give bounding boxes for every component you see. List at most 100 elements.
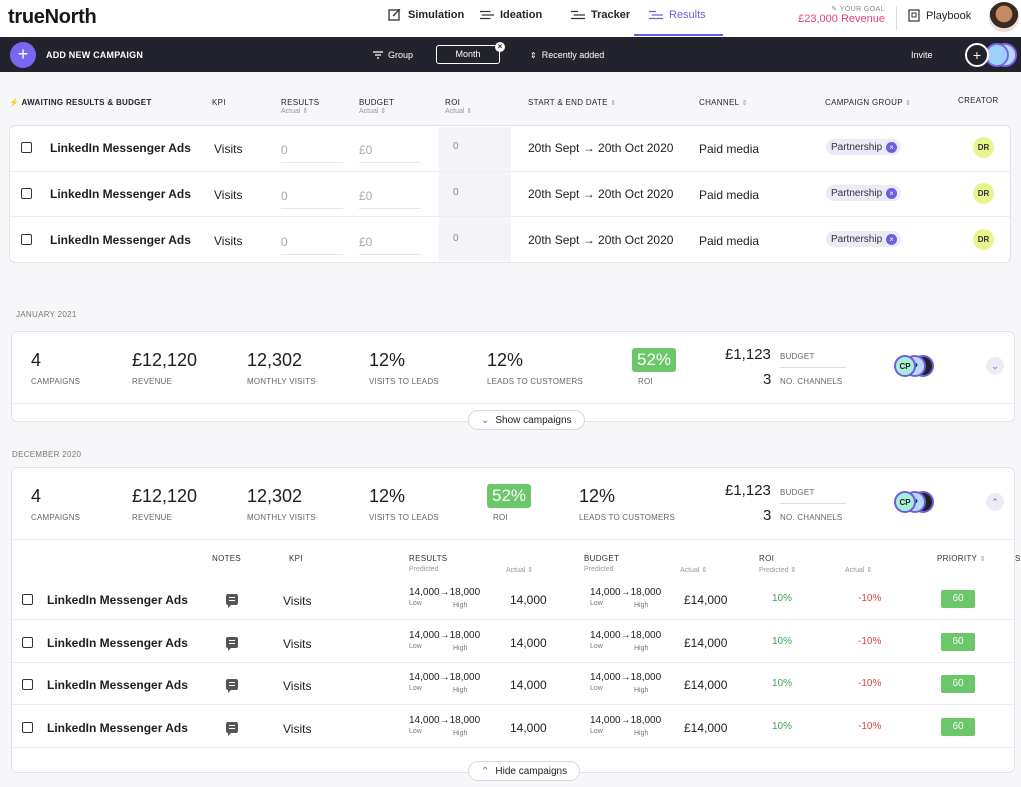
hide-campaigns-button[interactable]: ⌃ Hide campaigns [468,761,581,781]
header-dates[interactable]: START & END DATE ⇕ [528,98,617,107]
row-checkbox[interactable] [22,594,33,605]
header-results-predicted: Predicted [409,566,439,573]
tab-results[interactable]: Results [649,9,706,21]
notes-icon[interactable] [226,722,238,736]
remove-tag-icon[interactable]: × [886,141,898,153]
row-checkbox[interactable] [22,637,33,648]
visits-label: MONTHLY VISITS [247,377,316,386]
header-results-actual[interactable]: Actual ⇕ [506,567,534,574]
priority-badge[interactable]: 60 [941,633,975,651]
header-roi[interactable]: ROI Actual ⇕ [445,98,473,115]
invite-plus-button[interactable]: + [965,43,989,67]
header-results[interactable]: RESULTS Actual ⇕ [281,98,320,115]
kpi-value: Visits [283,594,312,608]
campaign-name[interactable]: LinkedIn Messenger Ads [47,593,188,607]
priority-badge[interactable]: 60 [941,590,975,608]
notes-icon[interactable] [226,594,238,608]
user-avatar[interactable] [989,2,1019,32]
priority-badge[interactable]: 60 [941,675,975,693]
campaign-name[interactable]: LinkedIn Messenger Ads [50,233,191,247]
remove-month-icon[interactable]: × [495,42,505,52]
group-button[interactable]: Group [373,50,413,60]
collapse-month-chevron-icon[interactable]: ⌃ [986,493,1004,511]
kpi-value: Visits [214,142,243,156]
app-logo[interactable]: trueNorth [8,6,97,28]
roi-value: 0 [453,141,459,152]
tab-simulation[interactable]: Simulation [388,9,464,21]
priority-badge[interactable]: 60 [941,718,975,736]
row-checkbox[interactable] [21,188,32,199]
month-filter-chip[interactable]: Month [436,45,500,64]
show-campaigns-button[interactable]: ⌄ Show campaigns [468,410,585,430]
sort-icon: ⇕ [530,50,537,60]
remove-tag-icon[interactable]: × [886,187,898,199]
row-checkbox[interactable] [22,679,33,690]
notes-icon[interactable] [226,679,238,693]
header-channel[interactable]: CHANNEL ⇕ [699,98,748,107]
budget-input[interactable]: £0 [359,189,421,209]
row-checkbox[interactable] [21,142,32,153]
campaign-name[interactable]: LinkedIn Messenger Ads [50,187,191,201]
header-priority[interactable]: PRIORITY ⇕ [937,554,986,563]
awaiting-icon: ⚡ [9,98,20,107]
visits-value: 12,302 [247,350,303,370]
roi-predicted: 10% [772,721,793,732]
filter-icon [373,51,383,59]
results-range: 14,000→18,000 [409,587,481,598]
results-input[interactable]: 0 [281,143,343,163]
results-input[interactable]: 0 [281,189,343,209]
campaign-name[interactable]: LinkedIn Messenger Ads [47,678,188,692]
campaigns-count: 4 [31,350,42,370]
campaign-name[interactable]: LinkedIn Messenger Ads [50,141,191,155]
month-label: DECEMBER 2020 [12,450,82,459]
playbook-link[interactable]: Playbook [908,9,971,22]
budget-input[interactable]: £0 [359,235,421,255]
owner-avatar: CP [894,355,916,377]
low-label: Low [590,600,603,607]
budget-actual: £14,000 [684,636,728,650]
invite-label[interactable]: Invite [911,50,933,60]
header-roi-predicted[interactable]: Predicted ⇕ [759,567,797,574]
sort-recently-added[interactable]: ⇕ Recently added [530,50,604,60]
low-label: Low [409,728,422,735]
campaign-name[interactable]: LinkedIn Messenger Ads [47,721,188,735]
revenue-goal[interactable]: ✎ YOUR GOAL £23,000 Revenue [790,5,885,25]
campaign-name[interactable]: LinkedIn Messenger Ads [47,636,188,650]
results-input[interactable]: 0 [281,235,343,255]
channels-label: NO. CHANNELS [780,513,843,522]
budget-range: 14,000→18,000 [590,672,662,683]
tab-tracker[interactable]: Tracker [571,9,630,21]
budget-input[interactable]: £0 [359,143,421,163]
add-campaign-label[interactable]: ADD NEW CAMPAIGN [46,50,144,60]
date-range[interactable]: 20th Sept → 20th Oct 2020 [528,233,674,247]
results-actual: 14,000 [510,678,547,692]
roi-badge: 52% [632,348,677,372]
low-label: Low [590,643,603,650]
visits-to-leads-label: VISITS TO LEADS [369,377,439,386]
channel-value: Paid media [699,142,760,156]
creator-avatar: DR [973,229,994,250]
date-range[interactable]: 20th Sept → 20th Oct 2020 [528,141,674,155]
campaigns-label: CAMPAIGNS [31,513,81,522]
header-campaign-group[interactable]: CAMPAIGN GROUP ⇕ [825,98,912,107]
notes-icon[interactable] [226,637,238,651]
tab-ideation[interactable]: Ideation [480,9,542,21]
row-checkbox[interactable] [22,722,33,733]
header-budget-actual[interactable]: Actual ⇕ [680,567,708,574]
leads-to-customers-value: 12% [487,350,524,370]
expand-month-chevron-icon[interactable]: ⌄ [986,357,1004,375]
remove-tag-icon[interactable]: × [886,233,898,245]
row-checkbox[interactable] [21,234,32,245]
campaign-group-tag[interactable]: Partnership × [826,185,902,201]
add-campaign-button[interactable]: + [10,42,36,68]
budget-range: 14,000→18,000 [590,587,662,598]
header-budget[interactable]: BUDGET Actual ⇕ [359,98,395,115]
campaign-group-tag[interactable]: Partnership × [826,139,902,155]
header-roi-actual[interactable]: Actual ⇕ [845,567,873,574]
roi-predicted: 10% [772,678,793,689]
budget-actual: £14,000 [684,593,728,607]
date-range[interactable]: 20th Sept → 20th Oct 2020 [528,187,674,201]
roi-value: 0 [453,187,459,198]
campaign-group-tag[interactable]: Partnership × [826,231,902,247]
group-label: Group [388,50,414,60]
